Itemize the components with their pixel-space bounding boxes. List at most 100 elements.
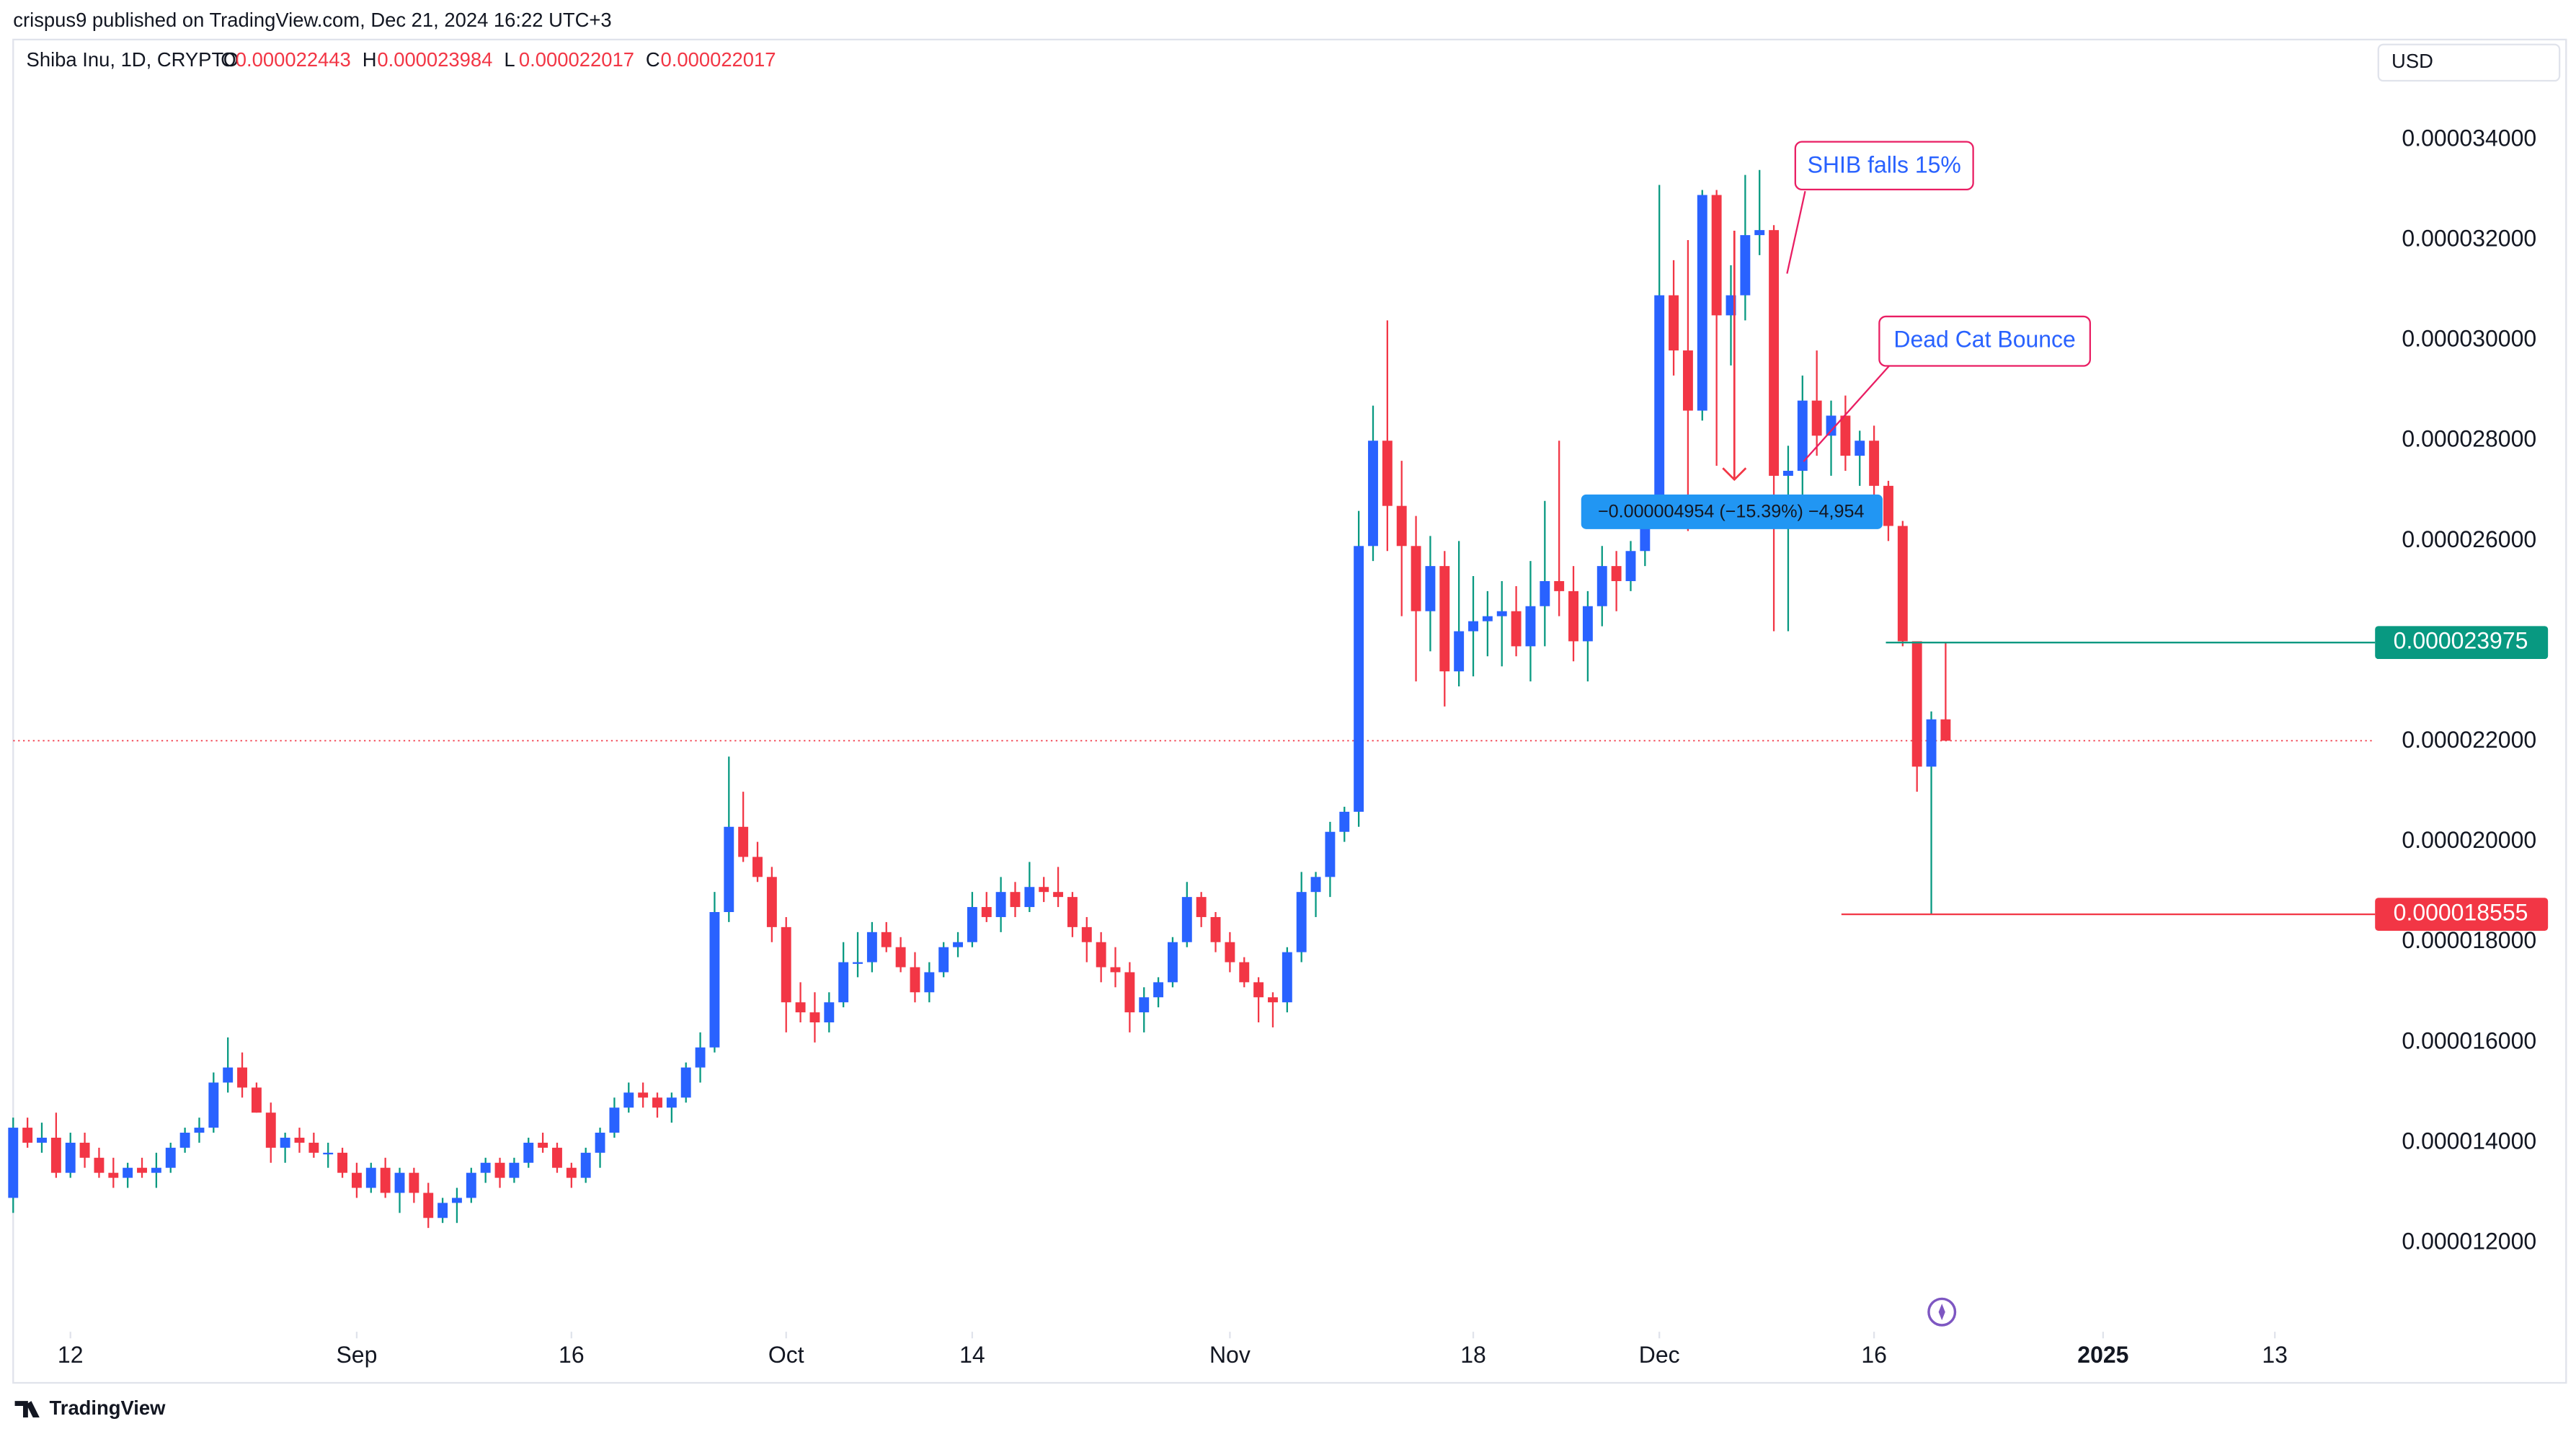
candle-body [1239, 962, 1250, 983]
candle-body [179, 1133, 190, 1148]
candle-body [1769, 230, 1780, 476]
candle-body [237, 1067, 247, 1088]
candle-body [580, 1152, 591, 1178]
callout-text: Dead Cat Bounce [1893, 327, 2075, 353]
candle-body [910, 967, 920, 993]
frame [12, 38, 2567, 1384]
x-tick-label: Dec [1639, 1342, 1680, 1368]
candle-body [1554, 580, 1565, 591]
candle-body [1382, 441, 1393, 506]
candle-body [1782, 470, 1793, 476]
candle-body [866, 932, 877, 963]
candle-body [824, 1002, 835, 1023]
candle-body [1196, 897, 1207, 917]
candle-body [680, 1067, 691, 1098]
legend-key: H [363, 48, 377, 71]
x-tick-label: 16 [1861, 1342, 1887, 1368]
candle-body [1439, 566, 1450, 672]
candle-body [709, 912, 720, 1048]
candle-body [1582, 606, 1593, 642]
x-tick-label: 12 [58, 1342, 84, 1368]
candle-body [1339, 811, 1350, 832]
candle-body [795, 1002, 806, 1013]
candle-body [538, 1142, 548, 1148]
candle-body [294, 1137, 305, 1143]
y-tick-label: 0.000032000 [2402, 226, 2536, 252]
candle-body [1225, 942, 1235, 963]
candle-body [480, 1162, 491, 1173]
callout-text: SHIB falls 15% [1808, 151, 1961, 177]
candle-body [1268, 997, 1278, 1003]
plot [8, 169, 2376, 1229]
candle-body [1411, 546, 1421, 611]
candle-body [1024, 887, 1035, 908]
candle-body [1354, 546, 1364, 812]
candle-body [566, 1167, 577, 1178]
candle-body [323, 1152, 334, 1155]
candle-body [1926, 719, 1937, 767]
x-tick-label: 18 [1460, 1342, 1486, 1368]
candle-body [809, 1012, 820, 1023]
candle-body [394, 1172, 405, 1193]
candle-body [1168, 942, 1178, 983]
candle-body [65, 1142, 76, 1173]
candle-body [838, 962, 849, 1003]
callout-pointer [1803, 365, 1890, 462]
candle-body [1039, 887, 1049, 893]
candle-body [451, 1198, 462, 1203]
candle-body [1611, 566, 1622, 581]
callout-pointer [1786, 190, 1806, 274]
y-tick-label: 0.000028000 [2402, 426, 2536, 452]
x-tick-label: 16 [559, 1342, 585, 1368]
candle-body [1296, 892, 1307, 952]
candle-body [695, 1047, 706, 1068]
candle-body [1711, 195, 1722, 316]
measure-label: −0.000004954 (−15.39%) −4,954 [1598, 502, 1864, 522]
currency-box[interactable] [2377, 43, 2561, 82]
callout-box [1794, 141, 1974, 191]
candle-body [981, 907, 992, 917]
candle-body [724, 826, 734, 913]
candle-body [8, 1128, 19, 1198]
candle-body [1010, 892, 1021, 908]
candle-body [1754, 230, 1765, 236]
candle-body [881, 932, 892, 947]
candle-body [595, 1133, 605, 1153]
callout-box [1878, 315, 2092, 367]
candle-body [1740, 235, 1751, 296]
candle-body [1869, 441, 1880, 486]
candle-body [123, 1167, 133, 1178]
candle-body [853, 962, 863, 964]
candle-body [953, 942, 964, 947]
candle-body [1540, 580, 1550, 606]
symbol-title: Shiba Inu, 1D, CRYPTO [27, 48, 239, 71]
legend-value: 0.000023984 [377, 48, 492, 71]
candle-body [79, 1142, 90, 1158]
candle-body [1669, 295, 1679, 351]
candle-body [1482, 616, 1493, 621]
candle-body [1454, 631, 1465, 672]
candle-body [50, 1137, 61, 1173]
candle-body [94, 1157, 105, 1173]
event-icon[interactable] [1927, 1297, 1957, 1327]
logo [14, 1401, 40, 1417]
candle-body [523, 1142, 534, 1163]
candle-body [967, 907, 977, 942]
ohlc-legend: O 0.000022443 H 0.000023984 L 0.000022017 C 0.0… [221, 48, 776, 71]
candle-body [609, 1107, 620, 1133]
candle-body [1596, 566, 1607, 606]
candle-body [1883, 485, 1893, 526]
y-tick-label: 0.000022000 [2402, 727, 2536, 753]
candle-body [1511, 611, 1522, 647]
candle-body [151, 1167, 161, 1173]
candle-body [995, 892, 1006, 917]
candle-body [1797, 400, 1808, 471]
candle-body [137, 1167, 147, 1173]
candle-body [895, 947, 906, 968]
candle-body [1496, 611, 1507, 616]
candle-body [108, 1172, 119, 1178]
candle-body [380, 1167, 391, 1193]
candle-body [752, 857, 763, 877]
candle-body [1096, 942, 1106, 968]
